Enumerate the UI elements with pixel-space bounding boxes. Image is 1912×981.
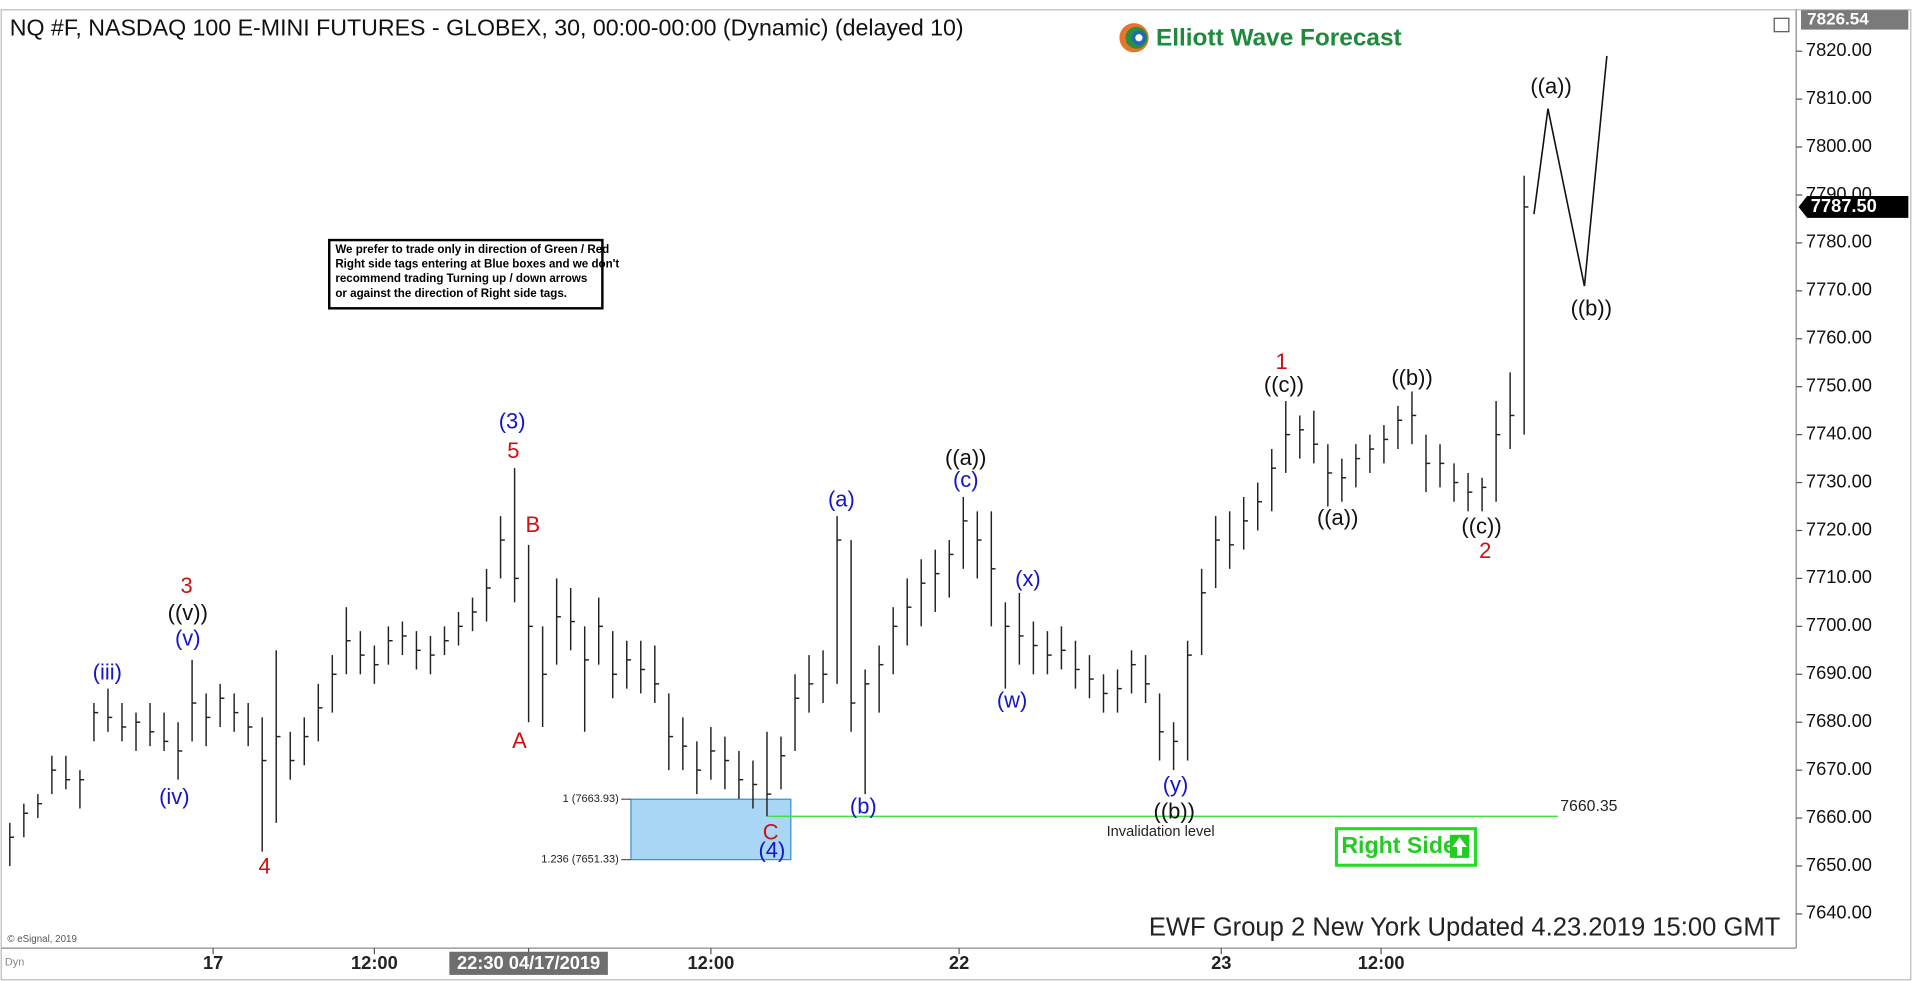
y-tick-label: 7660.00 bbox=[1806, 806, 1872, 827]
wave-label: (3) bbox=[499, 409, 526, 434]
y-tick-label: 7710.00 bbox=[1806, 566, 1872, 587]
wave-label: (iv) bbox=[159, 784, 189, 809]
wave-label: ((a)) bbox=[945, 445, 986, 470]
wave-label: (x) bbox=[1015, 566, 1041, 591]
wave-label: (w) bbox=[997, 688, 1027, 713]
wave-label: ((v)) bbox=[168, 600, 208, 625]
wave-label: (iii) bbox=[93, 660, 122, 685]
wave-label: ((b)) bbox=[1154, 799, 1195, 824]
y-tick-label: 7740.00 bbox=[1806, 422, 1872, 443]
corner-label: Dyn bbox=[5, 957, 25, 969]
y-tick-label: 7680.00 bbox=[1806, 710, 1872, 731]
y-tick-label: 7640.00 bbox=[1806, 902, 1872, 923]
frame bbox=[0, 9, 1912, 981]
invalidation-value: 7660.35 bbox=[1560, 798, 1617, 815]
note-line: We prefer to trade only in direction of … bbox=[335, 244, 609, 256]
copyright: © eSignal, 2019 bbox=[7, 934, 77, 945]
fib-zone bbox=[630, 798, 792, 861]
wave-label: (c) bbox=[953, 467, 979, 492]
right-side-tag: Right Side bbox=[1334, 827, 1477, 867]
wave-label: ((c)) bbox=[1461, 513, 1501, 538]
wave-label: (b) bbox=[850, 794, 877, 819]
fib-label: 1 (7663.93) bbox=[563, 793, 619, 805]
window-button[interactable] bbox=[1773, 17, 1790, 33]
last-price-box bbox=[1798, 195, 1909, 218]
chart-title: NQ #F, NASDAQ 100 E-MINI FUTURES - GLOBE… bbox=[10, 14, 964, 40]
x-tick-label: 12:00 bbox=[351, 952, 398, 973]
x-tick-label: 22:30 04/17/2019 bbox=[457, 952, 600, 973]
wave-label: 4 bbox=[259, 853, 271, 878]
wave-label: (y) bbox=[1163, 772, 1189, 797]
wave-label: 1 bbox=[1275, 349, 1287, 374]
wave-label: (4) bbox=[758, 838, 785, 863]
note-box bbox=[328, 238, 604, 310]
wave-label: A bbox=[512, 728, 527, 753]
x-tick-label: 12:00 bbox=[688, 952, 735, 973]
y-tick-label: 7800.00 bbox=[1806, 135, 1872, 156]
last-price-label: 7787.50 bbox=[1811, 195, 1877, 216]
wave-label: C bbox=[763, 819, 779, 844]
y-tick-label: 7780.00 bbox=[1806, 231, 1872, 252]
high-marker: 7826.54 bbox=[1807, 9, 1869, 28]
high-marker-box bbox=[1801, 10, 1909, 30]
price-bars bbox=[9, 175, 1529, 866]
x-tick-label: 23 bbox=[1211, 952, 1231, 973]
wave-label: ((c)) bbox=[1264, 372, 1304, 397]
logo: Elliott Wave Forecast bbox=[1119, 23, 1402, 53]
footer: EWF Group 2 New York Updated 4.23.2019 1… bbox=[1149, 913, 1781, 941]
wave-label: B bbox=[526, 512, 541, 537]
y-tick-label: 7810.00 bbox=[1806, 87, 1872, 108]
wave-label: (v) bbox=[175, 626, 201, 651]
projection-path bbox=[1533, 55, 1608, 287]
x-cursor-box bbox=[449, 951, 608, 975]
right-side-text: Right Side bbox=[1341, 832, 1456, 858]
x-tick-label: 12:00 bbox=[1358, 952, 1405, 973]
logo-text: Elliott Wave Forecast bbox=[1156, 24, 1402, 51]
y-tick-label: 7730.00 bbox=[1806, 470, 1872, 491]
logo-icon bbox=[1135, 34, 1143, 42]
y-tick-label: 7760.00 bbox=[1806, 327, 1872, 348]
y-tick-label: 7700.00 bbox=[1806, 614, 1872, 635]
note-line: or against the direction of Right side t… bbox=[335, 288, 567, 300]
wave-label: ((a)) bbox=[1530, 74, 1571, 99]
wave-label: ((a)) bbox=[1317, 505, 1358, 530]
wave-label: 5 bbox=[507, 438, 519, 463]
y-tick-label: 7820.00 bbox=[1806, 39, 1872, 60]
wave-label: (a) bbox=[828, 487, 855, 512]
y-tick-label: 7670.00 bbox=[1806, 758, 1872, 779]
y-tick-label: 7720.00 bbox=[1806, 518, 1872, 539]
wave-label: ((b)) bbox=[1391, 365, 1432, 390]
x-tick-label: 17 bbox=[203, 952, 223, 973]
note-line: Right side tags entering at Blue boxes a… bbox=[335, 259, 619, 271]
invalidation-text: Invalidation level bbox=[1107, 824, 1215, 840]
x-tick-label: 22 bbox=[949, 952, 969, 973]
y-tick-label: 7770.00 bbox=[1806, 279, 1872, 300]
right-side-arrow bbox=[1452, 837, 1467, 856]
wave-label: 2 bbox=[1479, 538, 1491, 563]
wave-label: ((b)) bbox=[1571, 295, 1612, 320]
wave-label: 3 bbox=[180, 573, 192, 598]
note-line: recommend trading Turning up / down arro… bbox=[335, 273, 587, 285]
fib-label: 1.236 (7651.33) bbox=[541, 854, 618, 866]
y-tick-label: 7750.00 bbox=[1806, 375, 1872, 396]
y-tick-label: 7650.00 bbox=[1806, 854, 1872, 875]
y-tick-label: 7690.00 bbox=[1806, 662, 1872, 683]
